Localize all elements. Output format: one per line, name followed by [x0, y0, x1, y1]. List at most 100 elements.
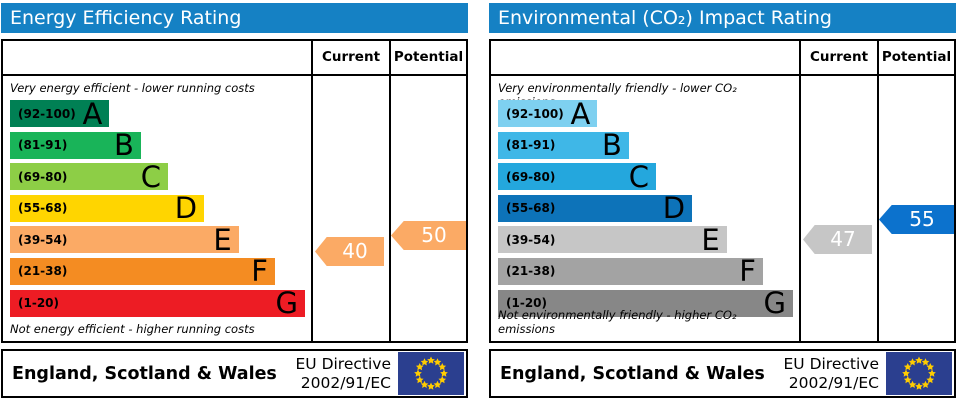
environmental-band-e: (39-54) E [498, 222, 727, 257]
region-label: England, Scotland & Wales [500, 363, 765, 384]
energy-current-cell: 40 [311, 76, 389, 341]
energy-panel-title: Energy Efficiency Rating [1, 3, 468, 33]
energy-panel-footer: England, Scotland & Wales EU Directive 2… [1, 349, 468, 398]
eu-directive-line2: 2002/91/EC [300, 373, 391, 392]
band-letter: F [739, 254, 756, 289]
environmental-table-body: Very environmentally friendly - lower CO… [491, 76, 954, 341]
band-row-d: (55-68) D [498, 191, 799, 227]
band-range: (81-91) [506, 138, 556, 153]
band-row-b: (81-91) B [498, 128, 799, 164]
band-letter: G [275, 286, 298, 321]
eu-directive-line1: EU Directive [295, 355, 392, 374]
band-range: (21-38) [506, 264, 556, 279]
energy-efficiency-panel: Energy Efficiency Rating Current Potenti… [1, 3, 468, 398]
band-row-a: (92-100) A [10, 96, 311, 132]
environmental-panel-footer: England, Scotland & Wales EU Directive 2… [489, 349, 956, 398]
environmental-potential-arrow: 55 [879, 205, 954, 234]
band-letter: D [662, 191, 686, 226]
eu-flag-icon [886, 352, 952, 395]
environmental-panel-title: Environmental (CO₂) Impact Rating [489, 3, 956, 33]
eu-directive-label: EU Directive 2002/91/EC [784, 355, 880, 392]
band-row-c: (69-80) C [498, 159, 799, 195]
band-row-g: (1-20) G [10, 286, 311, 322]
energy-band-g: (1-20) G [10, 286, 305, 321]
band-letter: B [602, 128, 622, 163]
energy-bottom-note: Not energy efficient - higher running co… [10, 322, 255, 336]
band-row-g: (1-20) G [498, 286, 799, 322]
environmental-bottom-note: Not environmentally friendly - higher CO… [498, 308, 737, 336]
band-letter: B [114, 128, 134, 163]
band-range: (21-38) [18, 264, 68, 279]
band-range: (69-80) [506, 169, 556, 184]
environmental-band-scale: Very environmentally friendly - lower CO… [491, 76, 799, 341]
band-range: (92-100) [18, 106, 76, 121]
environmental-band-f: (21-38) F [498, 254, 763, 289]
band-row-e: (39-54) E [10, 222, 311, 258]
energy-band-f: (21-38) F [10, 254, 275, 289]
band-row-e: (39-54) E [498, 222, 799, 258]
eu-flag-icon [398, 352, 464, 395]
band-letter: F [251, 254, 268, 289]
eu-directive-line1: EU Directive [783, 355, 880, 374]
energy-table-body: Very energy efficient - lower running co… [3, 76, 466, 341]
band-range: (39-54) [18, 232, 68, 247]
band-range: (81-91) [18, 138, 68, 153]
region-label: England, Scotland & Wales [12, 363, 277, 384]
eu-directive-line2: 2002/91/EC [788, 373, 879, 392]
environmental-bars: (92-100) A (81-91) B (69 [498, 96, 799, 322]
environmental-band-b: (81-91) B [498, 128, 629, 163]
band-letter: C [140, 159, 162, 194]
environmental-potential-cell: 55 [877, 76, 954, 341]
energy-band-b: (81-91) B [10, 128, 141, 163]
band-range: (39-54) [506, 232, 556, 247]
environmental-band-g: (1-20) G [498, 286, 793, 321]
energy-band-e: (39-54) E [10, 222, 239, 257]
environmental-current-arrow: 47 [803, 225, 872, 254]
energy-header-spacer [3, 41, 311, 74]
energy-potential-arrow: 50 [391, 221, 466, 250]
band-row-c: (69-80) C [10, 159, 311, 195]
band-range: (69-80) [18, 169, 68, 184]
environmental-current-cell: 47 [799, 76, 877, 341]
band-letter: D [174, 191, 198, 226]
environmental-rating-table: Current Potential Very environmentally f… [489, 39, 956, 343]
band-range: (1-20) [18, 296, 59, 311]
band-row-d: (55-68) D [10, 191, 311, 227]
band-row-f: (21-38) F [498, 254, 799, 290]
environmental-current-column-header: Current [799, 41, 877, 74]
band-range: (92-100) [506, 106, 564, 121]
energy-potential-cell: 50 [389, 76, 466, 341]
band-row-b: (81-91) B [10, 128, 311, 164]
band-letter: A [570, 96, 591, 131]
environmental-potential-column-header: Potential [877, 41, 954, 74]
energy-bars: (92-100) A (81-91) B (69 [10, 96, 311, 322]
eu-directive-label: EU Directive 2002/91/EC [296, 355, 392, 392]
band-range: (55-68) [18, 201, 68, 216]
environmental-table-header: Current Potential [491, 41, 954, 76]
energy-rating-table: Current Potential Very energy efficient … [1, 39, 468, 343]
energy-band-a: (92-100) A [10, 96, 110, 131]
energy-table-header: Current Potential [3, 41, 466, 76]
band-letter: A [82, 96, 103, 131]
band-range: (55-68) [506, 201, 556, 216]
energy-band-scale: Very energy efficient - lower running co… [3, 76, 311, 341]
energy-current-arrow: 40 [315, 237, 384, 266]
energy-current-column-header: Current [311, 41, 389, 74]
band-letter: E [701, 222, 720, 257]
energy-potential-column-header: Potential [389, 41, 466, 74]
band-letter: C [628, 159, 650, 194]
environmental-band-d: (55-68) D [498, 191, 693, 226]
environmental-band-a: (92-100) A [498, 96, 598, 131]
band-row-f: (21-38) F [10, 254, 311, 290]
band-row-a: (92-100) A [498, 96, 799, 132]
energy-band-c: (69-80) C [10, 159, 169, 194]
energy-band-d: (55-68) D [10, 191, 205, 226]
band-letter: G [763, 286, 786, 321]
band-range: (1-20) [506, 296, 547, 311]
energy-top-note: Very energy efficient - lower running co… [10, 81, 255, 95]
band-letter: E [213, 222, 232, 257]
environmental-impact-panel: Environmental (CO₂) Impact Rating Curren… [489, 3, 956, 398]
environmental-band-c: (69-80) C [498, 159, 657, 194]
environmental-header-spacer [491, 41, 799, 74]
